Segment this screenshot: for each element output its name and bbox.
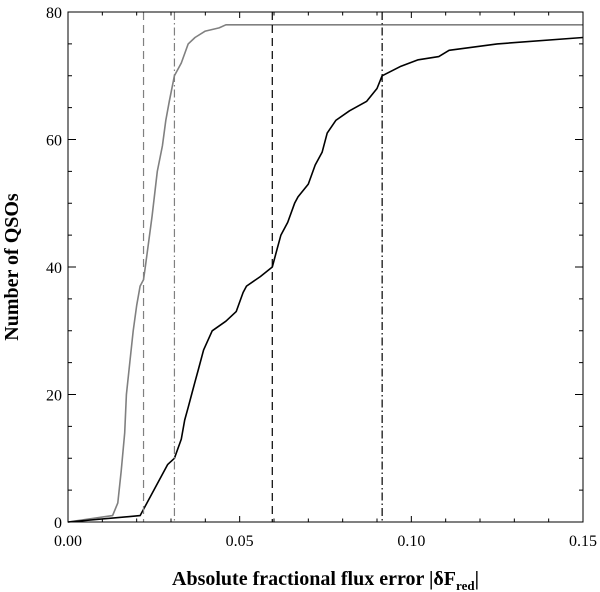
series-line-2 bbox=[67, 36, 584, 523]
y-tick-label: 40 bbox=[46, 260, 62, 277]
y-tick-label: 0 bbox=[54, 515, 62, 532]
x-tick-label: 0.00 bbox=[54, 533, 82, 550]
x-tick-label: 0.15 bbox=[569, 533, 597, 550]
y-tick-label: 80 bbox=[46, 5, 62, 22]
series-line-1 bbox=[67, 24, 583, 523]
x-tick-label: 0.10 bbox=[397, 533, 425, 550]
y-tick-label: 20 bbox=[46, 388, 62, 405]
y-axis-title: Number of QSOs bbox=[1, 193, 23, 341]
reference-lines bbox=[142, 12, 383, 522]
y-tick-label: 60 bbox=[46, 133, 62, 150]
x-tick-label: 0.05 bbox=[226, 533, 254, 550]
tick-labels: 0.00 0.05 0.10 0.15 0 20 40 60 80 bbox=[46, 5, 597, 550]
series-layer bbox=[67, 24, 584, 523]
x-axis-title-subscript: red bbox=[456, 578, 475, 592]
axis-ticks bbox=[67, 11, 584, 523]
x-axis-title-suffix: | bbox=[475, 568, 479, 590]
x-axis-title-main: Absolute fractional flux error |δF bbox=[172, 568, 456, 590]
x-axis-title: Absolute fractional flux error |δFred| bbox=[172, 568, 479, 592]
